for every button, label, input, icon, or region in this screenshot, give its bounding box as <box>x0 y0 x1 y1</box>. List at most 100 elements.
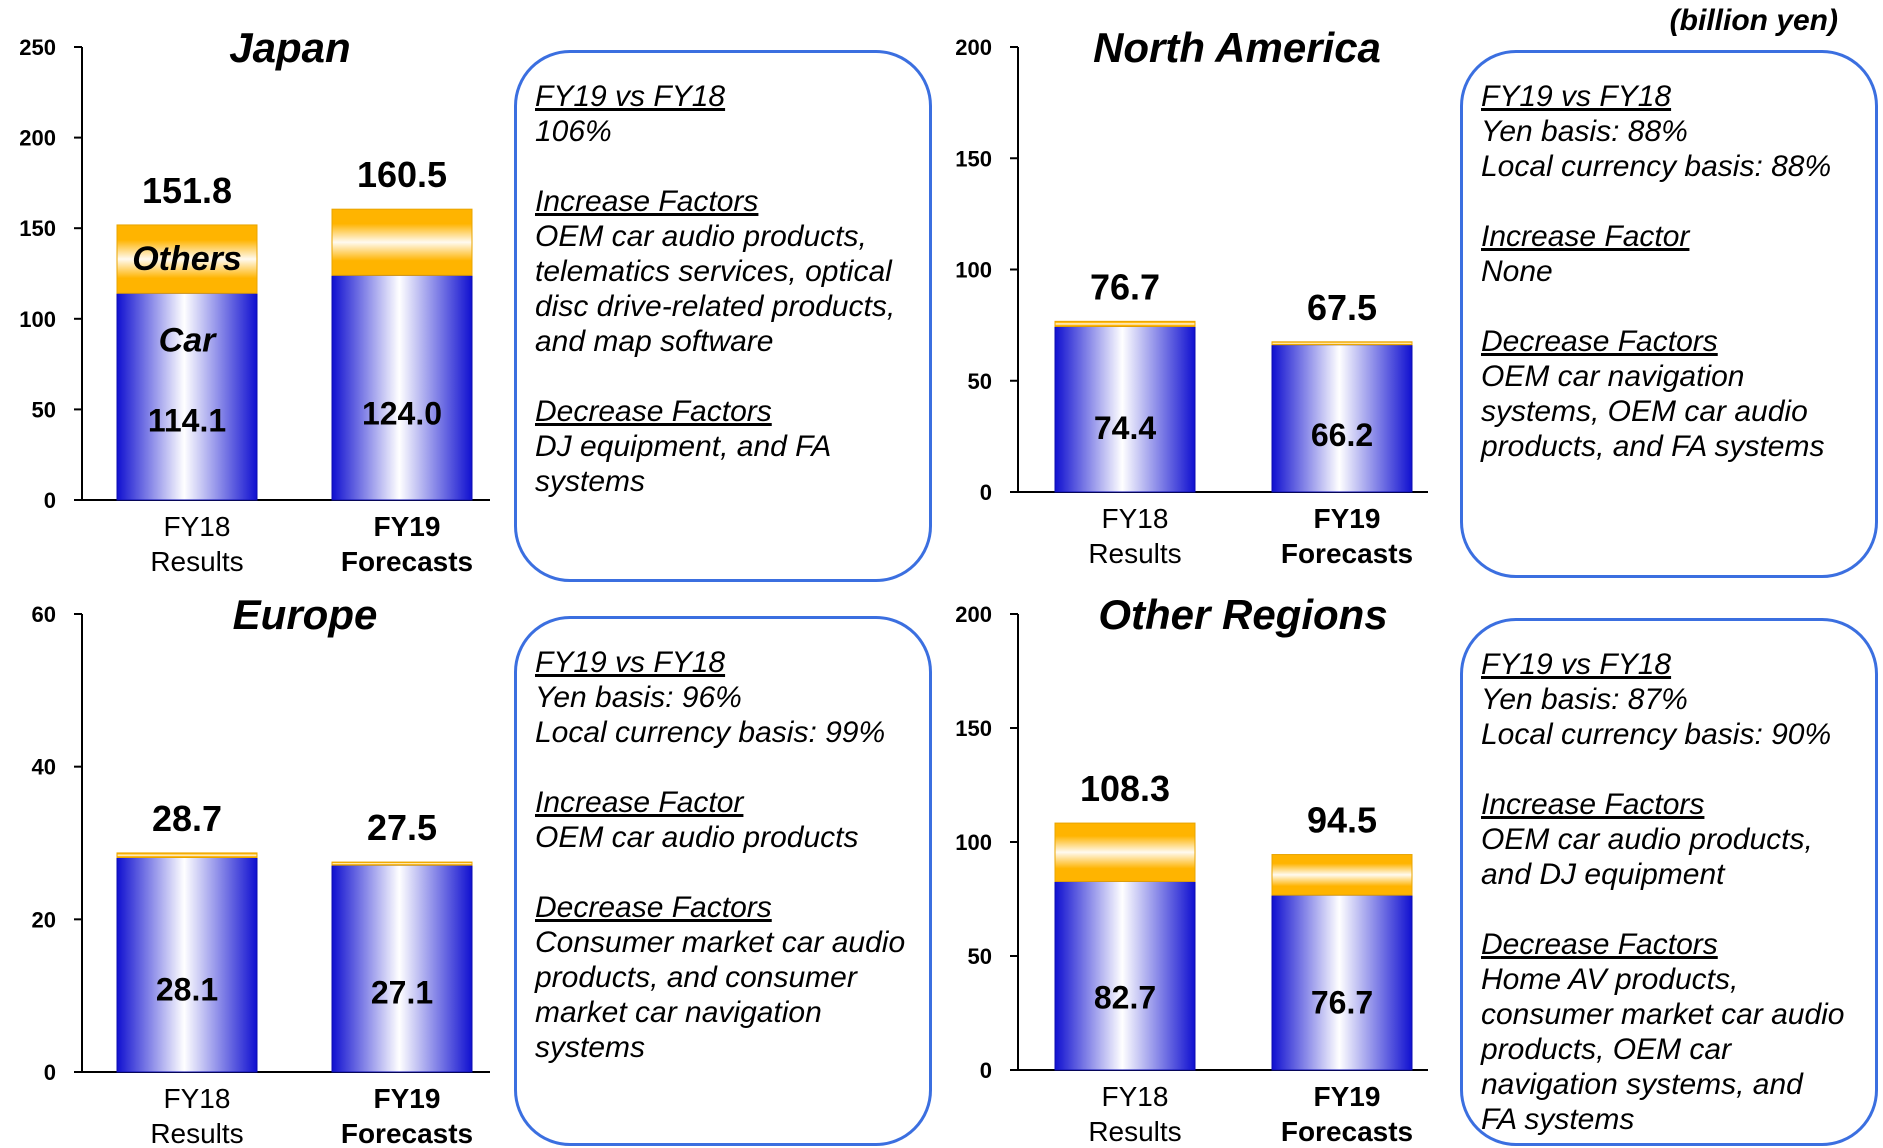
x-category-label: Forecasts <box>341 546 473 577</box>
commentary-line: systems <box>535 465 646 498</box>
commentary-line: None <box>1481 255 1553 288</box>
y-tick-label: 50 <box>32 397 56 422</box>
commentary-line: Yen basis: 96% <box>535 681 742 714</box>
x-category-label: FY19 <box>1314 1081 1381 1112</box>
car-bar <box>116 292 258 501</box>
others-bar <box>1271 854 1413 896</box>
commentary-section: Decrease Factors Home AV products, consume… <box>1481 927 1857 1137</box>
y-tick-label: 200 <box>955 35 992 60</box>
y-tick-label: 250 <box>19 35 56 60</box>
total-value-label: 108.3 <box>1080 768 1170 809</box>
commentary-line: Yen basis: 87% <box>1481 683 1688 716</box>
commentary-heading: Decrease Factors <box>1481 928 1718 961</box>
others-bar <box>331 208 473 276</box>
commentary-line: consumer market car audio <box>1481 998 1845 1031</box>
car-bar <box>1271 894 1413 1071</box>
commentary-line: 106% <box>535 115 612 148</box>
total-value-label: 94.5 <box>1307 800 1377 841</box>
commentary-line: telematics services, optical <box>535 255 892 288</box>
y-tick-label: 150 <box>955 716 992 741</box>
commentary-box: FY19 vs FY18 Yen basis: 87% Local currency… <box>1460 618 1878 1146</box>
car-value-label: 82.7 <box>1094 979 1156 1015</box>
total-value-label: 151.8 <box>142 170 232 211</box>
x-category-label: FY18 <box>1102 1081 1169 1112</box>
total-value-label: 28.7 <box>152 798 222 839</box>
commentary-heading: Decrease Factors <box>535 891 772 924</box>
x-category-label: FY18 <box>164 511 231 542</box>
car-bar <box>1054 325 1196 493</box>
commentary-line: OEM car audio products <box>535 821 859 854</box>
x-category-label: Forecasts <box>1281 538 1413 569</box>
commentary-section: Decrease Factors OEM car navigation system… <box>1481 324 1857 464</box>
commentary-line: and DJ equipment <box>1481 858 1725 891</box>
x-category-label: Forecasts <box>341 1118 473 1148</box>
others-bar <box>331 861 473 866</box>
commentary-box: FY19 vs FY18 Yen basis: 96% Local currency… <box>514 616 932 1146</box>
x-category-label: FY18 <box>164 1083 231 1114</box>
x-category-label: FY18 <box>1102 503 1169 534</box>
commentary-section: FY19 vs FY18 Yen basis: 87% Local currency… <box>1481 647 1857 752</box>
chart-title: Europe <box>233 591 378 638</box>
commentary-line: Local currency basis: 99% <box>535 716 886 749</box>
chart-title: Japan <box>229 24 350 71</box>
commentary-line: disc drive-related products, <box>535 290 896 323</box>
car-value-label: 66.2 <box>1311 417 1373 453</box>
commentary-section: Decrease Factors DJ equipment, and FA syst… <box>535 394 911 499</box>
commentary-section: Decrease Factors Consumer market car audi… <box>535 890 911 1065</box>
commentary-line: Consumer market car audio <box>535 926 906 959</box>
commentary-heading: Increase Factor <box>535 786 744 819</box>
commentary-line: FA systems <box>1481 1103 1635 1136</box>
y-tick-label: 0 <box>980 1058 992 1083</box>
y-tick-label: 100 <box>955 830 992 855</box>
car-bar <box>331 274 473 501</box>
car-value-label: 28.1 <box>156 971 218 1007</box>
commentary-line: OEM car navigation <box>1481 360 1745 393</box>
commentary-line: Home AV products, <box>1481 963 1739 996</box>
y-tick-label: 100 <box>19 307 56 332</box>
y-tick-label: 50 <box>968 944 992 969</box>
commentary-line: OEM car audio products, <box>1481 823 1813 856</box>
commentary-line: OEM car audio products, <box>535 220 867 253</box>
commentary-heading: Increase Factors <box>1481 788 1705 821</box>
total-value-label: 76.7 <box>1090 266 1160 307</box>
others-bar <box>116 852 258 859</box>
others-bar <box>1054 822 1196 882</box>
commentary-section: FY19 vs FY18 Yen basis: 96% Local currency… <box>535 645 911 750</box>
commentary-heading: FY19 vs FY18 <box>535 80 726 113</box>
commentary-line: Local currency basis: 90% <box>1481 718 1832 751</box>
commentary-line: market car navigation <box>535 996 822 1029</box>
car-value-label: 124.0 <box>362 396 442 432</box>
commentary-box: FY19 vs FY18 Yen basis: 88% Local currency… <box>1460 50 1878 578</box>
y-tick-label: 150 <box>19 216 56 241</box>
commentary-section: FY19 vs FY18 106% <box>535 79 911 149</box>
commentary-section: Increase Factors OEM car audio products, a… <box>1481 787 1857 892</box>
commentary-line: navigation systems, and <box>1481 1068 1803 1101</box>
y-tick-label: 50 <box>968 369 992 394</box>
others-bar <box>1054 320 1196 327</box>
total-value-label: 27.5 <box>367 807 437 848</box>
commentary-box: FY19 vs FY18 106% Increase Factors OEM car … <box>514 50 932 582</box>
y-tick-label: 20 <box>32 907 56 932</box>
commentary-section: Increase Factors OEM car audio products, t… <box>535 184 911 359</box>
y-tick-label: 0 <box>44 1060 56 1085</box>
car-bar <box>116 857 258 1073</box>
commentary-line: products, OEM car <box>1481 1033 1732 1066</box>
x-category-label: Results <box>150 1118 243 1148</box>
chart-title: Other Regions <box>1098 591 1387 638</box>
car-value-label: 74.4 <box>1094 410 1156 446</box>
x-category-label: Results <box>150 546 243 577</box>
commentary-heading: FY19 vs FY18 <box>535 646 726 679</box>
y-tick-label: 200 <box>19 126 56 151</box>
commentary-section: Increase Factor OEM car audio products <box>535 785 911 855</box>
car-value-label: 76.7 <box>1311 985 1373 1021</box>
y-tick-label: 0 <box>980 480 992 505</box>
car-bar <box>1054 880 1196 1071</box>
commentary-line: products, and FA systems <box>1481 430 1825 463</box>
car-value-label: 114.1 <box>148 402 226 438</box>
commentary-line: products, and consumer <box>535 961 857 994</box>
car-value-label: 27.1 <box>371 974 433 1010</box>
others-bar <box>116 224 258 294</box>
y-tick-label: 100 <box>955 258 992 283</box>
